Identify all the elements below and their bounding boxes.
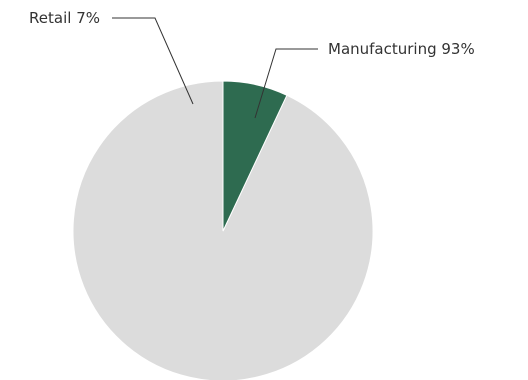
leader-line-retail bbox=[112, 17, 194, 105]
slice-label-manufacturing: Manufacturing 93% bbox=[328, 40, 475, 58]
pie-slice-retail bbox=[222, 80, 288, 232]
slice-label-retail: Retail 7% bbox=[29, 9, 100, 27]
leader-line-manufacturing bbox=[254, 48, 318, 119]
label-group-retail: Retail 7% bbox=[29, 9, 194, 105]
pie-slices bbox=[72, 80, 374, 380]
label-group-manufacturing: Manufacturing 93% bbox=[254, 40, 475, 119]
